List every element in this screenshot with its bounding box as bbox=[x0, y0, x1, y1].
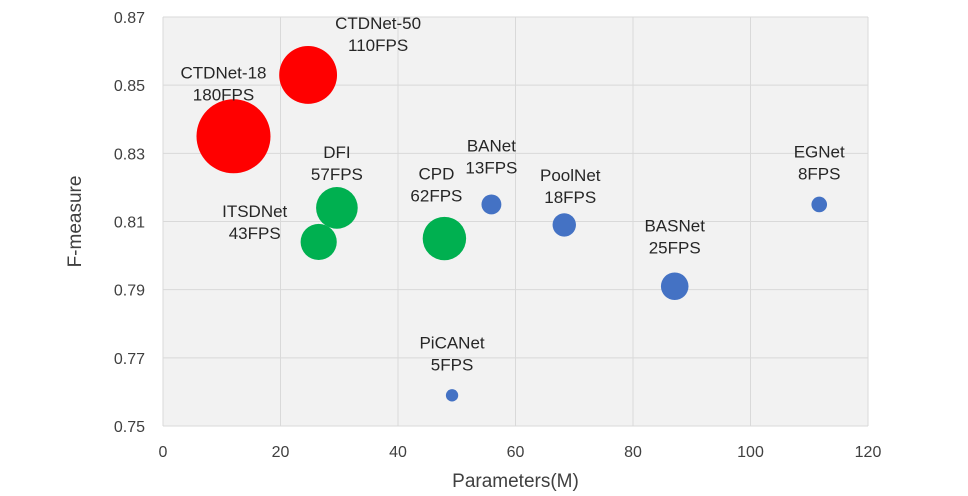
y-tick-label: 0.77 bbox=[114, 351, 145, 368]
y-tick-label: 0.83 bbox=[114, 146, 145, 163]
bubble-banet bbox=[481, 194, 502, 215]
label-basnet-fps: 25FPS bbox=[649, 238, 701, 257]
label-picanet-fps: 5FPS bbox=[431, 355, 474, 374]
label-picanet-name: PiCANet bbox=[419, 333, 484, 352]
label-poolnet-name: PoolNet bbox=[540, 166, 601, 185]
label-poolnet-fps: 18FPS bbox=[544, 188, 596, 207]
y-tick-label: 0.81 bbox=[114, 215, 145, 232]
label-egnet-fps: 8FPS bbox=[798, 164, 841, 183]
x-tick-label: 100 bbox=[737, 444, 764, 461]
label-ctdnet-18-name: CTDNet-18 bbox=[181, 63, 267, 82]
label-dfi-name: DFI bbox=[323, 143, 350, 162]
label-cpd-fps: 62FPS bbox=[410, 187, 462, 206]
bubble-itsdnet bbox=[300, 223, 337, 261]
x-axis-title: Parameters(M) bbox=[452, 471, 579, 492]
label-itsdnet-name: ITSDNet bbox=[222, 202, 287, 221]
data-labels: CTDNet-18 180FPS CTDNet-50 110FPS DFI 57FPS IT… bbox=[181, 14, 845, 374]
x-tick-label: 40 bbox=[389, 444, 407, 461]
x-tick-label: 0 bbox=[159, 444, 168, 461]
label-banet-fps: 13FPS bbox=[465, 158, 517, 177]
x-tick-label: 60 bbox=[507, 444, 525, 461]
label-dfi-fps: 57FPS bbox=[311, 165, 363, 184]
bubble-dfi bbox=[316, 187, 358, 229]
gridlines bbox=[162, 16, 869, 427]
x-tick-label: 20 bbox=[272, 444, 290, 461]
y-tick-label: 0.79 bbox=[114, 283, 145, 300]
y-tick-label: 0.85 bbox=[114, 78, 145, 95]
bubble-ctdnet-50 bbox=[279, 46, 338, 104]
bubble-ctdnet-18 bbox=[196, 99, 271, 174]
y-tick-label: 0.87 bbox=[114, 10, 145, 27]
label-cpd-name: CPD bbox=[418, 165, 454, 184]
label-ctdnet-18-fps: 180FPS bbox=[193, 85, 254, 104]
bubble-egnet bbox=[811, 196, 828, 213]
label-ctdnet-50-name: CTDNet-50 bbox=[335, 14, 421, 33]
x-tick-label: 120 bbox=[855, 444, 882, 461]
bubble-cpd bbox=[422, 216, 467, 261]
y-tick-label: 0.75 bbox=[114, 419, 145, 436]
label-banet-name: BANet bbox=[467, 136, 516, 155]
y-axis-title: F-measure bbox=[65, 176, 86, 268]
x-tick-label: 80 bbox=[624, 444, 642, 461]
label-itsdnet-fps: 43FPS bbox=[229, 224, 281, 243]
bubble-basnet bbox=[660, 272, 689, 301]
y-tick-labels: 0.75 0.77 0.79 0.81 0.83 0.85 0.87 bbox=[114, 10, 145, 436]
bubble-picanet bbox=[445, 389, 459, 402]
bubble-poolnet bbox=[552, 213, 576, 237]
data-points bbox=[196, 46, 828, 402]
label-basnet-name: BASNet bbox=[644, 216, 705, 235]
label-ctdnet-50-fps: 110FPS bbox=[348, 36, 408, 55]
label-egnet-name: EGNet bbox=[794, 142, 845, 161]
x-tick-labels: 0 20 40 60 80 100 120 bbox=[159, 444, 882, 461]
